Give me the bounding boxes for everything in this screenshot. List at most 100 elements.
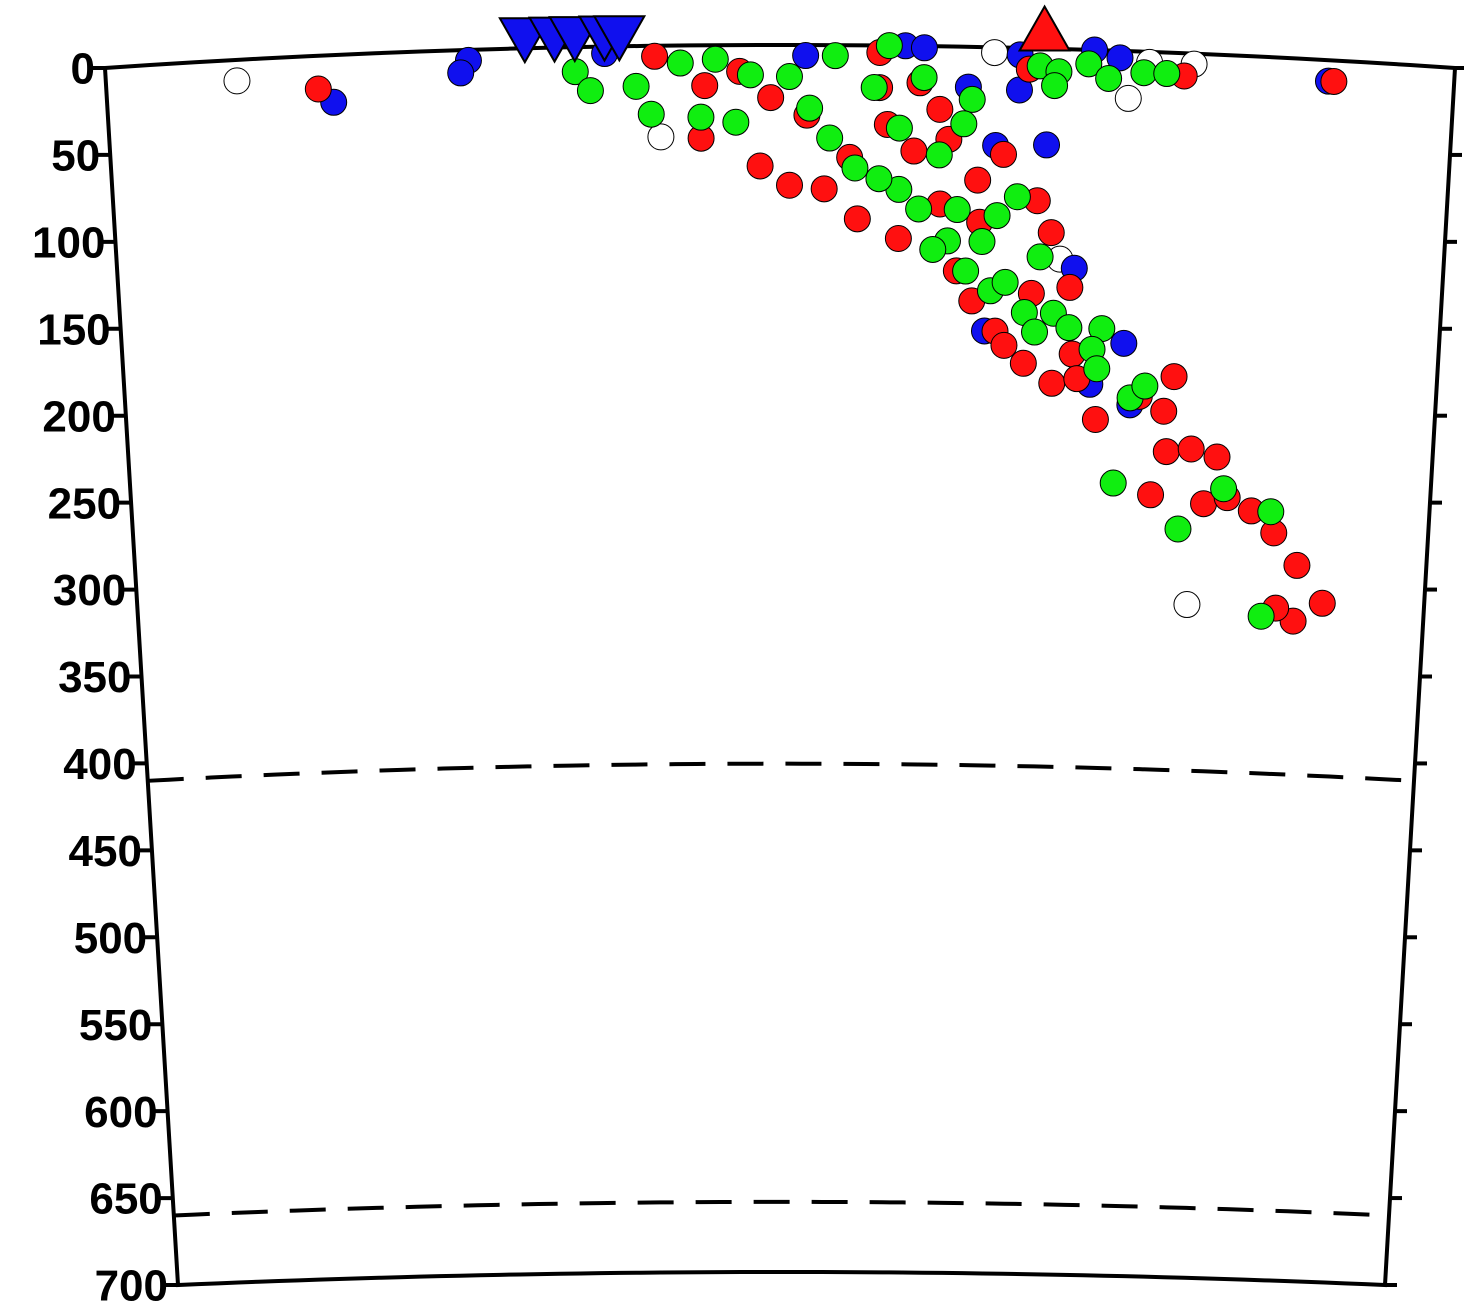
discontinuity-line <box>147 761 1415 783</box>
y-tick-label: 350 <box>58 653 131 702</box>
hypocenter <box>1247 602 1275 630</box>
hypocenter <box>926 95 954 123</box>
hypocenter <box>1003 183 1031 211</box>
y-tick-label: 600 <box>84 1088 157 1137</box>
y-tick-label: 700 <box>95 1262 168 1311</box>
hypocenter <box>647 123 675 151</box>
hypocenter <box>1021 318 1049 346</box>
y-tick-label: 0 <box>71 45 95 94</box>
y-tick-label: 300 <box>53 566 126 615</box>
y-tick-label: 650 <box>89 1175 162 1224</box>
hypocenter <box>1083 355 1111 383</box>
hypocenter <box>576 77 604 105</box>
hypocenter <box>722 108 750 136</box>
hypocenter <box>1114 84 1142 112</box>
station <box>592 15 647 63</box>
y-tick-label: 100 <box>32 218 105 267</box>
hypocenter <box>821 42 849 70</box>
hypocenter <box>1257 498 1285 526</box>
y-tick-label: 450 <box>69 827 142 876</box>
hypocenter <box>1173 591 1201 619</box>
hypocenter <box>1055 314 1083 342</box>
hypocenter <box>1152 438 1180 466</box>
hypocenter <box>875 32 903 60</box>
hypocenter <box>223 67 251 95</box>
hypocenter <box>991 268 1019 296</box>
hypocenter <box>989 140 1017 168</box>
hypocenter <box>1038 369 1066 397</box>
hypocenter <box>981 39 1009 67</box>
hypocenter <box>796 94 824 122</box>
hypocenter <box>952 257 980 285</box>
hypocenter <box>1056 273 1084 301</box>
hypocenter <box>447 59 475 87</box>
hypocenter <box>736 61 764 89</box>
hypocenter <box>1164 515 1192 543</box>
hypocenter <box>885 114 913 142</box>
hypocenter <box>990 331 1018 359</box>
hypocenter <box>841 154 869 182</box>
hypocenter <box>1037 219 1065 247</box>
hypocenter <box>1033 131 1061 159</box>
hypocenter <box>964 166 992 194</box>
hypocenter <box>1106 44 1134 72</box>
hypocenter <box>860 74 888 102</box>
hypocenter <box>666 49 694 77</box>
hypocenter <box>746 152 774 180</box>
hypocenter <box>637 100 665 128</box>
y-tick-label: 200 <box>42 392 115 441</box>
hypocenter <box>810 175 838 203</box>
hypocenter <box>687 103 715 131</box>
hypocenter <box>1131 372 1159 400</box>
hypocenter <box>1095 64 1123 92</box>
hypocenter <box>691 72 719 100</box>
y-tick-label: 150 <box>37 305 110 354</box>
hypocenter <box>919 235 947 263</box>
hypocenter <box>641 42 669 70</box>
hypocenter <box>1153 60 1181 88</box>
hypocenter <box>1130 59 1158 87</box>
hypocenter <box>968 228 996 256</box>
hypocenter <box>775 63 803 91</box>
hypocenter <box>900 137 928 165</box>
hypocenter <box>1137 481 1165 509</box>
hypocenter <box>1099 469 1127 497</box>
y-tick-label: 500 <box>74 914 147 963</box>
y-tick-label: 400 <box>63 740 136 789</box>
hypocenter <box>1081 405 1109 433</box>
hypocenter <box>1026 243 1054 271</box>
hypocenter <box>943 196 971 224</box>
hypocenter <box>1283 551 1311 579</box>
hypocenter <box>776 171 804 199</box>
volcano <box>1017 4 1072 52</box>
hypocenter <box>757 84 785 112</box>
hypocenter <box>1009 349 1037 377</box>
frame <box>102 42 1458 1288</box>
y-tick-label: 250 <box>48 479 121 528</box>
hypocenter <box>1203 443 1231 471</box>
hypocenter <box>1041 72 1069 100</box>
hypocenter <box>884 224 912 252</box>
hypocenter <box>958 85 986 113</box>
hypocenter <box>910 34 938 62</box>
hypocenter <box>843 205 871 233</box>
hypocenter <box>983 202 1011 230</box>
hypocenter <box>1308 589 1336 617</box>
hypocenter <box>865 165 893 193</box>
hypocenter <box>1075 50 1103 78</box>
hypocenter <box>950 110 978 138</box>
hypocenter <box>1177 435 1205 463</box>
hypocenter <box>816 124 844 152</box>
hypocenter <box>1110 329 1138 357</box>
hypocenter <box>1150 397 1178 425</box>
hypocenter <box>1210 475 1238 503</box>
hypocenter <box>304 75 332 103</box>
discontinuity-line <box>173 1199 1390 1218</box>
hypocenter <box>792 42 820 70</box>
y-tick-label: 550 <box>79 1001 152 1050</box>
hypocenter <box>910 64 938 92</box>
hypocenter <box>1320 67 1348 95</box>
hypocenter <box>1160 363 1188 391</box>
hypocenter <box>905 195 933 223</box>
